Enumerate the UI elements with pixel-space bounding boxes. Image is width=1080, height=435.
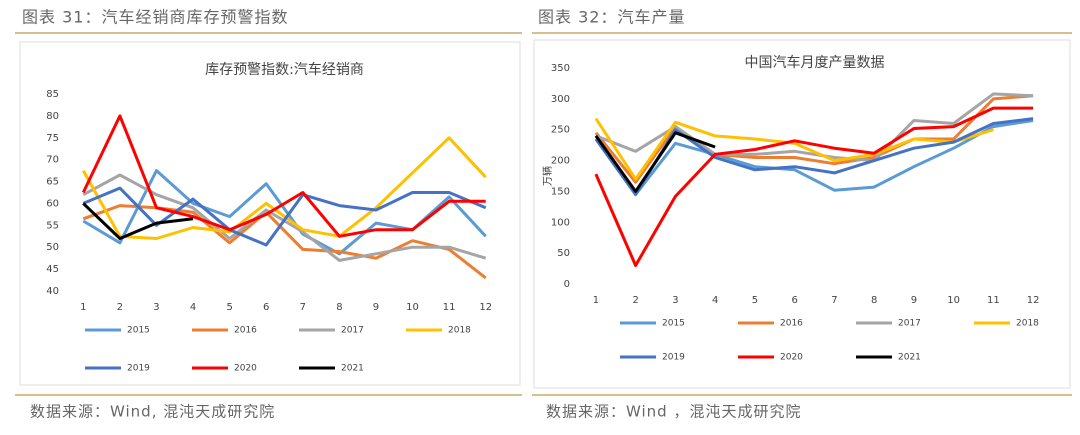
series-line: [594, 131, 716, 193]
panel: [533, 39, 1071, 389]
x-tick-label: 4: [712, 295, 718, 306]
series-line: [594, 117, 1034, 196]
series-line: [82, 202, 194, 240]
legend-label: 2019: [127, 364, 150, 374]
x-tick-label: 7: [300, 302, 306, 313]
x-tick-label: 5: [226, 302, 232, 313]
legend-label: 2017: [341, 326, 364, 336]
source-note: 数据来源：Wind, 混沌天成研究院: [30, 403, 275, 421]
legend-label: 2018: [1016, 319, 1039, 329]
y-tick-label: 50: [46, 242, 59, 253]
legend-label: 2020: [234, 364, 257, 374]
legend-label: 2020: [780, 353, 803, 363]
x-tick-label: 7: [831, 295, 837, 306]
y-tick-label: 0: [564, 279, 570, 290]
x-tick-label: 2: [632, 295, 638, 306]
series-line: [594, 106, 1034, 267]
x-tick-label: 3: [153, 302, 159, 313]
x-tick-label: 8: [871, 295, 877, 306]
x-tick-label: 10: [406, 302, 419, 313]
series-line: [594, 117, 994, 181]
legend-label: 2015: [127, 326, 150, 336]
x-tick-label: 8: [336, 302, 342, 313]
figure-caption: 图表 32：汽车产量: [538, 8, 685, 27]
y-tick-label: 80: [46, 111, 59, 122]
legend-label: 2015: [662, 319, 685, 329]
y-tick-label: 200: [551, 156, 570, 167]
series-line: [81, 114, 486, 238]
series-line: [81, 136, 487, 240]
y-tick-label: 50: [557, 248, 570, 259]
y-tick-label: 150: [551, 186, 570, 197]
x-tick-label: 5: [752, 295, 758, 306]
y-tick-label: 70: [46, 155, 59, 166]
legend-label: 2017: [898, 319, 921, 329]
panel: [19, 41, 521, 386]
chart-title: 中国汽车月度产量数据: [745, 54, 885, 71]
x-tick-label: 12: [1027, 295, 1040, 306]
x-tick-label: 1: [593, 295, 599, 306]
x-tick-label: 4: [190, 302, 196, 313]
legend-label: 2018: [448, 326, 471, 336]
y-tick-label: 60: [46, 198, 59, 209]
chart-title: 库存预警指数:汽车经销商: [205, 61, 364, 78]
y-tick-label: 85: [46, 89, 59, 100]
legend-label: 2021: [898, 353, 921, 363]
x-tick-label: 6: [263, 302, 269, 313]
legend-label: 2016: [780, 319, 803, 329]
y-tick-label: 40: [46, 286, 59, 297]
x-tick-label: 9: [373, 302, 379, 313]
y-tick-label: 100: [551, 217, 570, 228]
x-tick-label: 11: [443, 302, 456, 313]
x-tick-label: 10: [947, 295, 960, 306]
y-tick-label: 55: [46, 220, 59, 231]
figure-caption: 图表 31：汽车经销商库存预警指数: [22, 8, 288, 27]
legend-label: 2016: [234, 326, 257, 336]
x-tick-label: 6: [791, 295, 797, 306]
x-tick-label: 1: [80, 302, 86, 313]
x-tick-label: 3: [672, 295, 678, 306]
series-line: [82, 204, 487, 280]
y-tick-label: 75: [46, 133, 59, 144]
x-tick-label: 9: [911, 295, 917, 306]
series-line: [82, 186, 487, 247]
x-tick-label: 11: [987, 295, 1000, 306]
series-line: [594, 94, 1034, 184]
legend-label: 2019: [662, 353, 685, 363]
y-tick-label: 65: [46, 177, 59, 188]
legend-label: 2021: [341, 364, 364, 374]
y-axis-label: 万辆: [541, 166, 554, 186]
y-tick-label: 350: [551, 63, 570, 74]
x-tick-label: 2: [117, 302, 123, 313]
y-tick-label: 45: [46, 264, 59, 275]
series-line: [594, 119, 1034, 196]
x-tick-label: 12: [479, 302, 492, 313]
y-tick-label: 300: [551, 94, 570, 105]
y-tick-label: 250: [551, 125, 570, 136]
source-note: 数据来源：Wind ，混沌天成研究院: [546, 403, 801, 421]
